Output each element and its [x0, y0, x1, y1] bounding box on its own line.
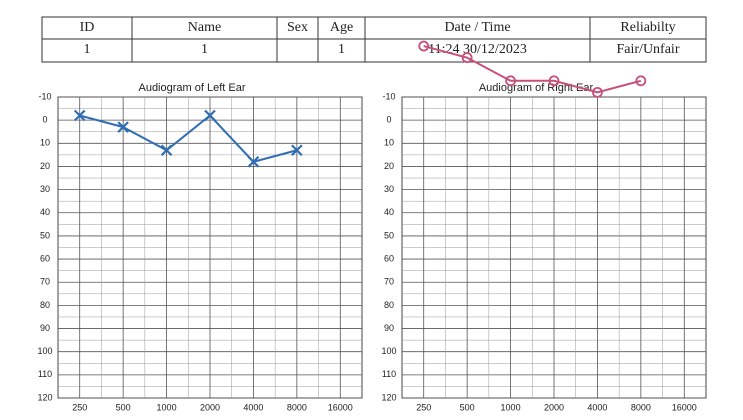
table-cell: Fair/Unfair: [617, 42, 680, 57]
y-tick-label: 110: [38, 369, 52, 379]
table-header: ID: [80, 20, 95, 35]
y-tick-label: 50: [40, 230, 50, 240]
o-marker: [548, 75, 560, 87]
x-marker: [73, 109, 86, 122]
x-tick-label: 250: [416, 402, 431, 412]
x-tick-label: 4000: [243, 402, 263, 412]
table-header: Reliabilty: [620, 20, 675, 35]
y-tick-label: 0: [386, 115, 391, 125]
o-marker: [418, 40, 430, 52]
y-tick-label: 60: [40, 253, 50, 263]
x-marker: [160, 144, 173, 157]
y-tick-label: 40: [40, 207, 50, 217]
y-tick-label: 30: [384, 184, 394, 194]
y-tick-label: 10: [40, 138, 50, 148]
y-tick-label: 80: [40, 300, 50, 310]
x-tick-label: 2000: [200, 402, 220, 412]
o-marker: [461, 52, 473, 64]
x-marker: [117, 121, 129, 133]
chart-title: Audiogram of Right Ear: [479, 82, 594, 94]
y-tick-label: 110: [382, 369, 396, 379]
o-marker: [592, 86, 603, 98]
y-tick-label: 20: [384, 161, 394, 171]
x-marker: [204, 109, 216, 122]
y-tick-label: 120: [37, 392, 52, 402]
table-cell: 1: [338, 42, 345, 57]
x-marker: [247, 156, 260, 168]
x-tick-label: 16000: [328, 402, 353, 412]
y-tick-label: -10: [382, 91, 395, 101]
x-tick-label: 8000: [631, 402, 651, 412]
y-tick-label: -10: [38, 91, 51, 101]
o-marker: [505, 75, 516, 87]
y-tick-label: 20: [40, 161, 50, 171]
y-tick-label: 0: [42, 115, 47, 125]
x-tick-label: 16000: [672, 402, 697, 412]
y-tick-label: 90: [40, 323, 50, 333]
x-tick-label: 500: [116, 402, 131, 412]
x-tick-label: 250: [72, 402, 87, 412]
table-cell: 1: [84, 42, 91, 57]
table-header: Name: [188, 20, 221, 35]
o-marker: [635, 75, 647, 87]
x-tick-label: 500: [460, 402, 475, 412]
x-marker: [291, 144, 303, 157]
y-tick-label: 100: [37, 346, 52, 356]
x-tick-label: 4000: [587, 402, 607, 412]
table-cell: 11:24 30/12/2023: [428, 42, 527, 57]
y-tick-label: 80: [384, 300, 394, 310]
y-tick-label: 60: [384, 253, 394, 263]
table-header: Sex: [287, 20, 308, 35]
table-header: Date / Time: [444, 20, 510, 35]
y-tick-label: 50: [384, 230, 394, 240]
x-tick-label: 2000: [544, 402, 564, 412]
y-tick-label: 30: [40, 184, 50, 194]
y-tick-label: 10: [384, 138, 394, 148]
chart-title: Audiogram of Left Ear: [138, 82, 245, 94]
y-tick-label: 70: [384, 277, 394, 287]
x-tick-label: 8000: [287, 402, 307, 412]
x-tick-label: 1000: [501, 402, 521, 412]
series-line: [423, 45, 642, 94]
table-header: Age: [330, 20, 353, 35]
y-tick-label: 70: [40, 277, 50, 287]
series-line: [79, 114, 298, 163]
table-cell: 1: [201, 42, 208, 57]
x-tick-label: 1000: [157, 402, 177, 412]
y-tick-label: 120: [381, 392, 396, 402]
y-tick-label: 100: [381, 346, 396, 356]
y-tick-label: 90: [384, 323, 394, 333]
y-tick-label: 40: [384, 207, 394, 217]
